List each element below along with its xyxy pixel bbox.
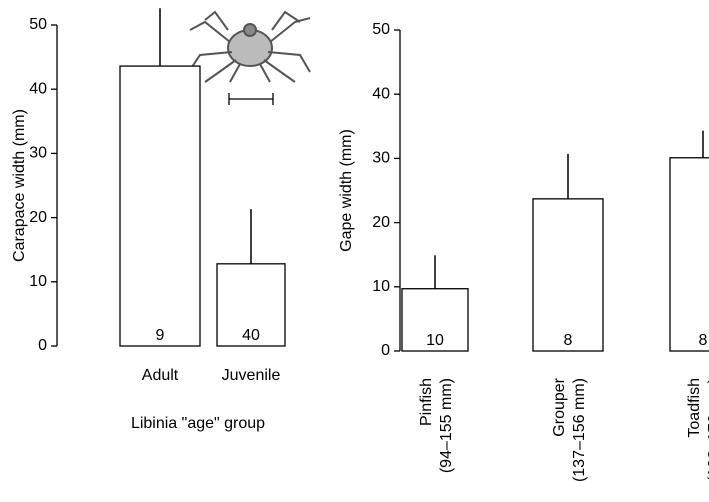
y-tick-label: 10 — [372, 278, 390, 295]
x-tick-label: Pinfish — [418, 378, 435, 426]
y-tick-label: 50 — [29, 16, 47, 33]
x-tick-label: (94–155 mm) — [438, 378, 455, 473]
bar — [216, 263, 286, 347]
x-tick-label: Juvenile — [222, 367, 281, 384]
x-tick-label: Grouper — [551, 377, 568, 436]
x-tick-label: (122–176 mm) — [706, 378, 709, 482]
y-tick-label: 20 — [29, 209, 47, 226]
crab-illustration — [189, 10, 311, 83]
bar — [532, 198, 604, 352]
y-tick-label: 0 — [38, 337, 47, 354]
y-axis-label: Gape width (mm) — [338, 129, 355, 252]
bar — [669, 157, 709, 352]
x-tick-label: (137–156 mm) — [571, 378, 588, 482]
y-tick-label: 40 — [372, 85, 390, 102]
y-tick-label: 30 — [29, 145, 47, 162]
y-axis-label: Carapace width (mm) — [11, 109, 28, 262]
y-tick-label: 20 — [372, 214, 390, 231]
sample-size: 8 — [699, 332, 708, 349]
y-tick-label: 40 — [29, 80, 47, 97]
y-tick-label: 50 — [372, 21, 390, 38]
y-tick-label: 0 — [381, 342, 390, 359]
x-tick-label: Toadfish — [686, 378, 703, 438]
bar — [401, 288, 469, 352]
y-tick-label: 10 — [29, 273, 47, 290]
sample-size: 40 — [242, 327, 260, 344]
sample-size: 9 — [156, 327, 165, 344]
scale-bar — [228, 93, 274, 105]
sample-size: 10 — [426, 332, 444, 349]
x-axis-label: Libinia "age" group — [131, 415, 265, 432]
sample-size: 8 — [564, 332, 573, 349]
y-tick-label: 30 — [372, 150, 390, 167]
x-tick-label: Adult — [142, 367, 179, 384]
bar — [119, 65, 201, 347]
